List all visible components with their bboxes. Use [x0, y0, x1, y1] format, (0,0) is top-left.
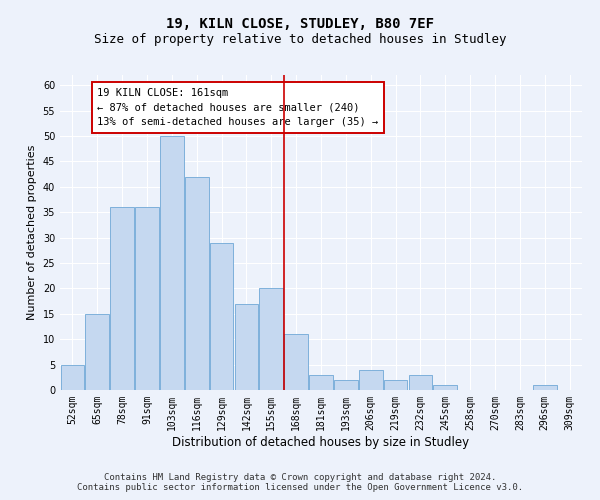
- Bar: [433, 385, 457, 390]
- Bar: [409, 375, 432, 390]
- Text: Size of property relative to detached houses in Studley: Size of property relative to detached ho…: [94, 32, 506, 46]
- Bar: [61, 364, 84, 390]
- Text: 19, KILN CLOSE, STUDLEY, B80 7EF: 19, KILN CLOSE, STUDLEY, B80 7EF: [166, 18, 434, 32]
- Bar: [384, 380, 407, 390]
- Y-axis label: Number of detached properties: Number of detached properties: [27, 145, 37, 320]
- Bar: [235, 304, 258, 390]
- Bar: [185, 176, 209, 390]
- Bar: [210, 242, 233, 390]
- Bar: [533, 385, 557, 390]
- Bar: [160, 136, 184, 390]
- Bar: [309, 375, 333, 390]
- Text: 19 KILN CLOSE: 161sqm
← 87% of detached houses are smaller (240)
13% of semi-det: 19 KILN CLOSE: 161sqm ← 87% of detached …: [97, 88, 379, 128]
- Bar: [85, 314, 109, 390]
- X-axis label: Distribution of detached houses by size in Studley: Distribution of detached houses by size …: [172, 436, 470, 448]
- Bar: [359, 370, 383, 390]
- Bar: [135, 207, 159, 390]
- Text: Contains public sector information licensed under the Open Government Licence v3: Contains public sector information licen…: [77, 484, 523, 492]
- Bar: [284, 334, 308, 390]
- Bar: [259, 288, 283, 390]
- Text: Contains HM Land Registry data © Crown copyright and database right 2024.: Contains HM Land Registry data © Crown c…: [104, 472, 496, 482]
- Bar: [334, 380, 358, 390]
- Bar: [110, 207, 134, 390]
